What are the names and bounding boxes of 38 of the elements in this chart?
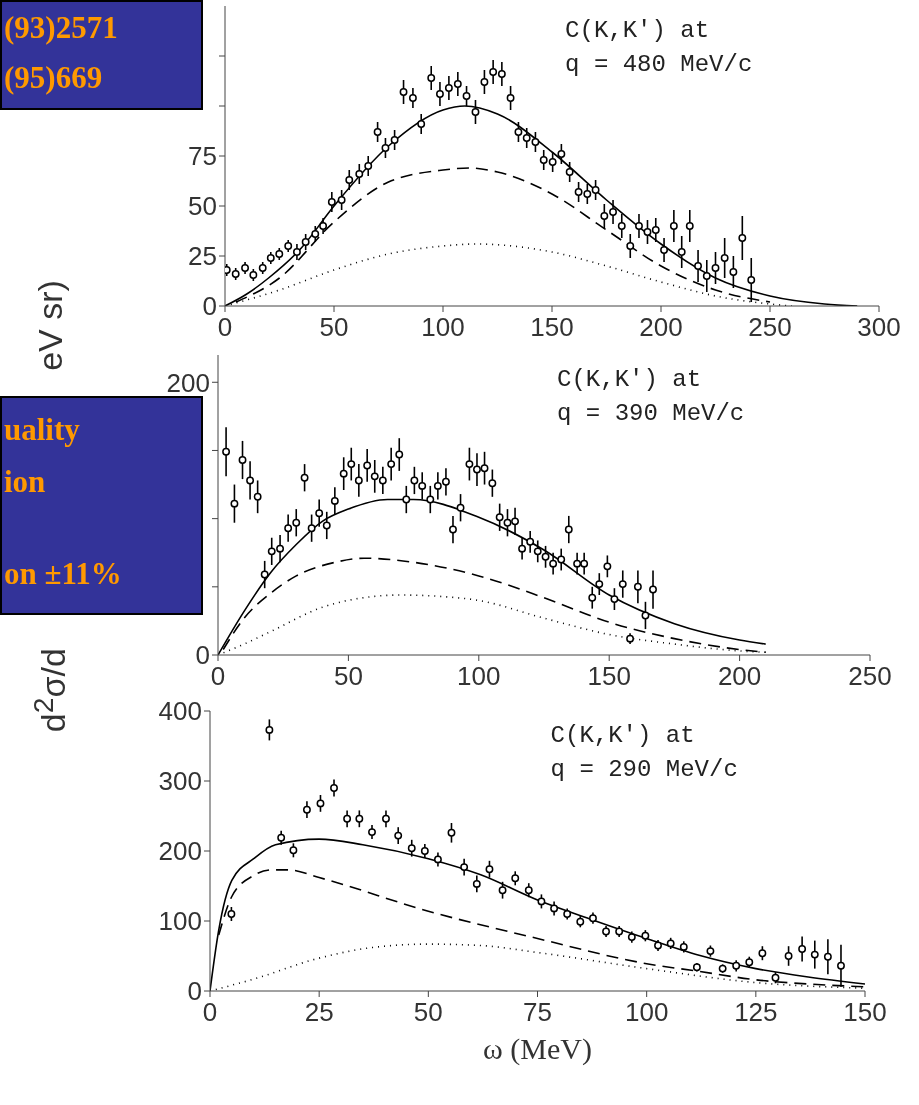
x-tick-label: 200 [717,661,762,692]
y-tick-label: 400 [158,696,202,727]
x-tick-label: 300 [857,312,901,343]
text: (95)669 [4,60,103,96]
y-tick-label: 25 [188,241,217,272]
text: C(K,K′) at q = 290 MeV/c [550,721,738,785]
text: on ±11% [4,556,122,592]
y-axis-title: eV sr) [30,279,70,371]
y-tick-label: 200 [166,367,210,398]
x-tick-label: 100 [624,997,669,1028]
y-tick-label: 75 [188,141,217,172]
x-tick-label: 100 [421,312,465,343]
y-tick-label: 50 [188,191,217,222]
x-tick-label: 200 [639,312,683,343]
y-tick-label: 100 [158,906,202,937]
x-tick-label: 50 [413,997,443,1028]
x-tick-label: 100 [457,661,501,692]
x-tick-label: 150 [843,997,887,1028]
x-tick-label: 150 [530,312,574,343]
text: C(K,K′) at q = 480 MeV/c [565,16,753,80]
x-tick-label: 125 [734,997,778,1028]
y-tick-label: 0 [202,291,217,322]
y-tick-label: 0 [187,976,202,1007]
y-tick-label: 0 [195,640,210,671]
text: C(K,K′) at q = 390 MeV/c [557,365,745,429]
text: ion [4,464,46,500]
x-tick-label: 25 [304,997,334,1028]
x-tick-label: 50 [319,312,349,343]
x-tick-label: 150 [587,661,631,692]
x-tick-label: 250 [848,661,892,692]
text: (93)2571 [4,10,118,46]
x-tick-label: 250 [748,312,792,343]
text: uality [4,412,80,448]
x-axis-title: ω (MeV) [482,1032,593,1066]
y-tick-label: 300 [158,766,202,797]
x-tick-label: 50 [333,661,363,692]
x-tick-label: 75 [523,997,552,1028]
y-tick-label: 200 [158,836,202,867]
